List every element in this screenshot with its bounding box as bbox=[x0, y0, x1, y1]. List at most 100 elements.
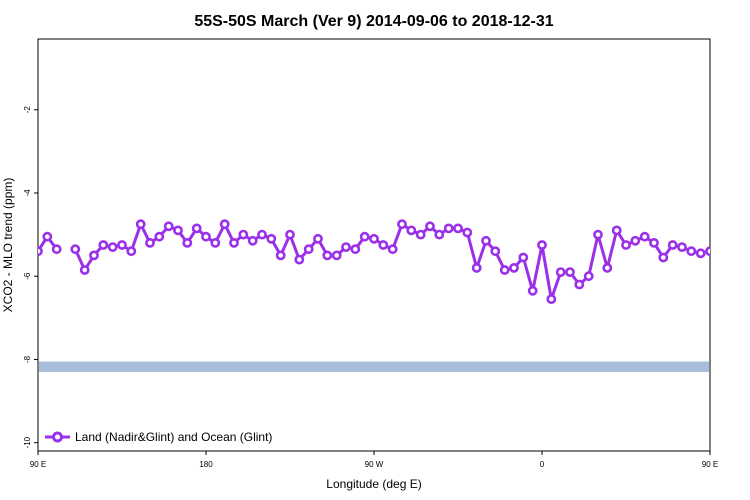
band-0 bbox=[39, 361, 709, 372]
data-point bbox=[621, 240, 631, 250]
data-point bbox=[725, 246, 732, 253]
data-point bbox=[238, 229, 249, 240]
data-point bbox=[490, 246, 501, 257]
data-point bbox=[602, 262, 613, 273]
data-point bbox=[555, 267, 566, 277]
data-point bbox=[611, 225, 622, 236]
data-point bbox=[173, 225, 183, 236]
data-point bbox=[107, 242, 118, 252]
data-point bbox=[303, 244, 314, 255]
x-tick-label: 90 W bbox=[365, 460, 384, 469]
data-point bbox=[667, 240, 678, 250]
data-point bbox=[322, 250, 333, 261]
legend-entry: Land (Nadir&Glint) and Ocean (Glint) bbox=[75, 430, 272, 444]
y-tick-label: -10 bbox=[23, 436, 32, 448]
plot-frame bbox=[37, 38, 711, 452]
data-point bbox=[481, 235, 491, 246]
land-mask-band bbox=[39, 361, 709, 372]
data-point bbox=[182, 237, 193, 248]
data-point bbox=[70, 244, 81, 255]
data-point bbox=[639, 231, 650, 242]
data-point bbox=[734, 246, 741, 253]
data-point bbox=[341, 242, 351, 252]
data-point bbox=[163, 221, 174, 232]
y-tick-label: -2 bbox=[23, 106, 32, 114]
y-tick-label: -8 bbox=[23, 355, 32, 363]
data-point bbox=[509, 262, 519, 273]
data-point bbox=[117, 240, 127, 250]
x-tick-label: 180 bbox=[199, 460, 213, 469]
data-point bbox=[434, 229, 445, 240]
data-point bbox=[79, 265, 90, 275]
data-point bbox=[38, 246, 43, 257]
series-line-segment bbox=[708, 248, 710, 252]
data-point bbox=[593, 229, 603, 240]
data-point bbox=[686, 246, 697, 257]
x-axis-label: Longitude (deg E) bbox=[326, 477, 421, 491]
data-point bbox=[247, 235, 258, 246]
y-axis-label: XCO2 - MLO trend (ppm) bbox=[1, 178, 15, 313]
data-point bbox=[154, 231, 165, 242]
data-point bbox=[369, 233, 379, 244]
data-point bbox=[518, 252, 529, 263]
data-point bbox=[275, 250, 286, 261]
data-point bbox=[716, 233, 723, 240]
x-tick-label: 0 bbox=[540, 460, 545, 469]
data-point bbox=[51, 244, 62, 255]
data-point bbox=[406, 225, 417, 236]
data-point bbox=[210, 237, 221, 248]
data-point bbox=[378, 240, 389, 250]
series-layer bbox=[38, 219, 741, 304]
data-point bbox=[145, 237, 155, 248]
data-point bbox=[574, 279, 585, 290]
data-point bbox=[425, 221, 435, 232]
data-point bbox=[546, 294, 557, 304]
data-point bbox=[415, 229, 426, 240]
y-axis-ticks: -2 -4 -6 -8 -10 bbox=[23, 106, 38, 448]
data-point bbox=[705, 246, 710, 257]
data-point bbox=[649, 237, 659, 248]
data-point bbox=[98, 240, 109, 250]
y-tick-label: -6 bbox=[23, 272, 32, 280]
data-point bbox=[453, 223, 463, 234]
data-point bbox=[42, 231, 53, 242]
data-point bbox=[89, 250, 99, 261]
data-point bbox=[565, 267, 575, 277]
data-point bbox=[257, 229, 267, 240]
data-point bbox=[527, 285, 538, 296]
data-point bbox=[313, 233, 323, 244]
data-point bbox=[294, 254, 305, 265]
data-point bbox=[443, 223, 454, 234]
data-point bbox=[201, 231, 211, 242]
data-point bbox=[285, 229, 295, 240]
x-axis-ticks: 90 E 180 90 W 0 90 E bbox=[30, 451, 718, 469]
legend-marker-swatch bbox=[52, 431, 63, 443]
data-point bbox=[537, 240, 547, 250]
y-tick-label: -4 bbox=[23, 189, 32, 197]
data-point bbox=[350, 244, 361, 255]
data-point bbox=[229, 237, 239, 248]
x-tick-label: 90 E bbox=[702, 460, 718, 469]
data-point bbox=[135, 219, 146, 230]
data-point bbox=[331, 250, 342, 261]
data-point bbox=[397, 219, 407, 230]
data-point bbox=[630, 235, 641, 246]
data-point bbox=[695, 248, 706, 259]
series-line-segment bbox=[73, 222, 702, 301]
legend: Land (Nadir&Glint) and Ocean (Glint) bbox=[45, 430, 272, 444]
chart-title: 55S-50S March (Ver 9) 2014-09-06 to 2018… bbox=[194, 13, 553, 30]
data-point bbox=[219, 219, 230, 230]
x-tick-label: 90 E bbox=[30, 460, 46, 469]
data-point bbox=[359, 231, 370, 242]
data-point bbox=[583, 271, 594, 282]
data-point bbox=[126, 246, 137, 257]
data-point bbox=[387, 244, 398, 255]
data-point bbox=[471, 262, 482, 273]
data-point bbox=[658, 252, 669, 263]
data-point bbox=[266, 233, 277, 244]
data-point bbox=[191, 223, 202, 234]
data-point bbox=[499, 265, 510, 275]
data-point bbox=[462, 227, 473, 238]
data-point bbox=[677, 242, 687, 252]
